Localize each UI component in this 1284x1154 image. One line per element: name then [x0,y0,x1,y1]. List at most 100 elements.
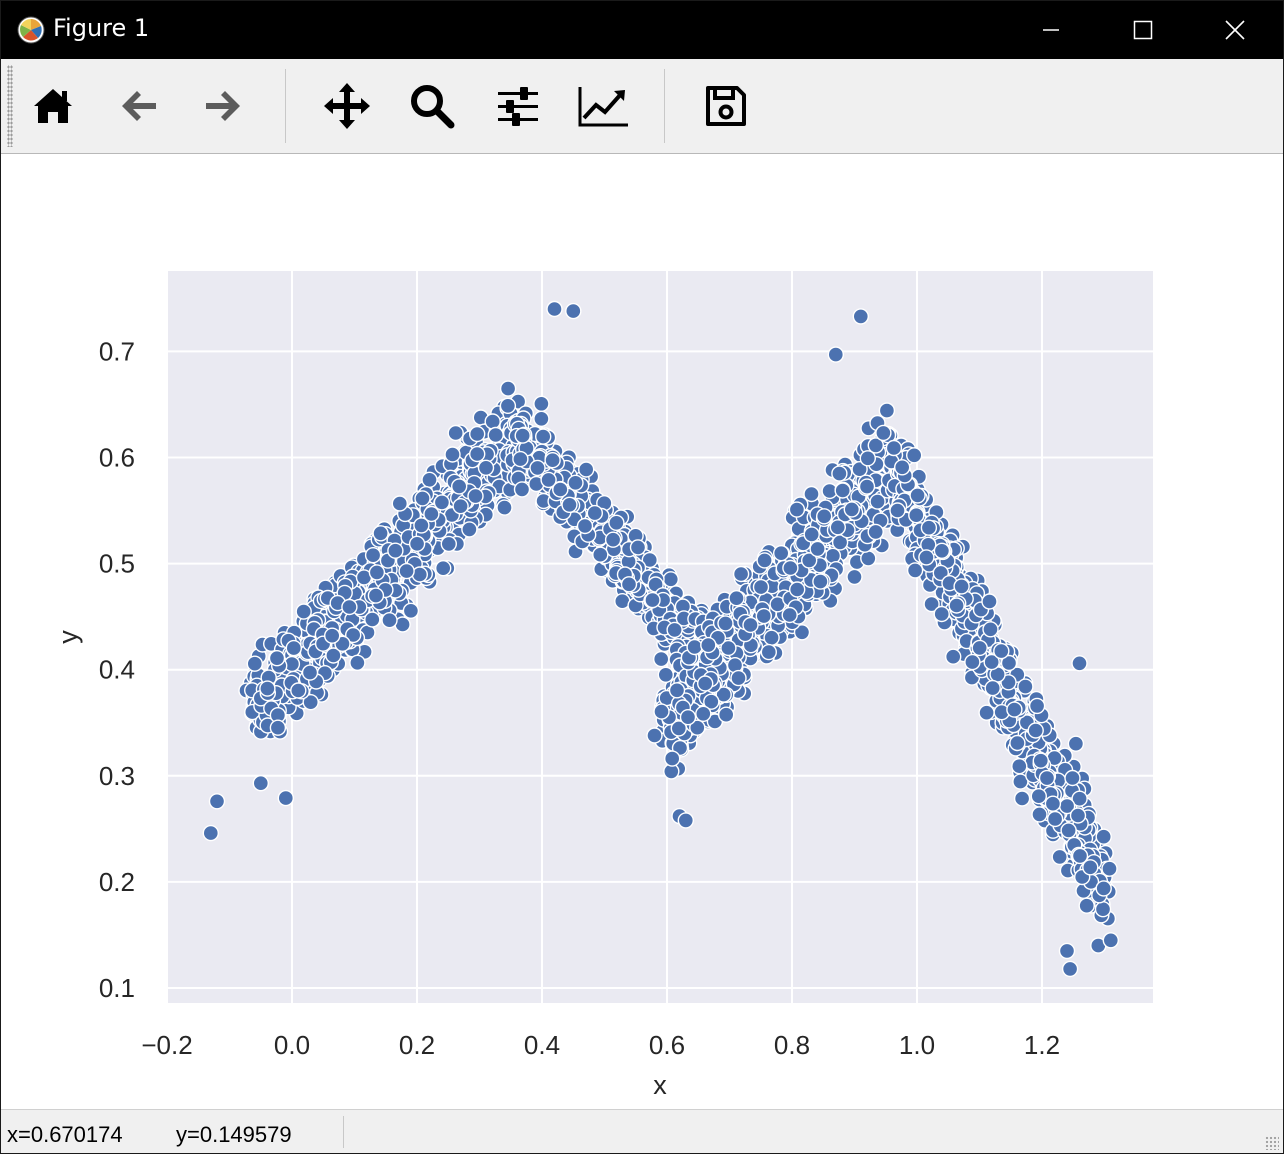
scatter-point [484,413,501,430]
y-tick-label: 0.1 [99,973,135,1003]
scatter-point [1058,942,1076,960]
scatter-point [290,682,307,699]
scatter-points [202,300,1120,978]
minimize-button[interactable] [1005,1,1097,59]
toolbar-grip[interactable] [7,65,13,147]
scatter-point [364,547,382,564]
scatter-point [1064,769,1081,787]
save-button[interactable] [693,73,759,139]
home-button[interactable] [20,73,86,139]
scatter-point [953,578,970,595]
scatter-point [1017,678,1034,695]
matplotlib-logo-icon [17,16,45,44]
scatter-point [398,562,415,580]
scatter-point [889,502,906,519]
edit-axis-button[interactable] [571,73,637,139]
scatter-point [728,590,745,607]
scatter-point [829,519,846,536]
scatter-point [788,501,806,518]
scatter-point [657,666,674,683]
window-title: Figure 1 [53,14,150,42]
y-tick-label: 0.5 [99,549,135,579]
scatter-point [487,426,504,444]
scatter-point [885,439,903,457]
scatter-point [368,564,386,581]
x-tick-labels: −0.2 0.0 0.2 0.4 0.6 0.8 1.0 1.2 [141,1030,1060,1060]
close-button[interactable] [1189,1,1281,59]
scatter-point [435,560,452,577]
scatter-point [202,824,220,842]
scatter-point [469,425,486,443]
scatter-point [302,694,319,711]
scatter-point [697,675,714,692]
scatter-point [812,573,829,590]
scatter-point [208,793,226,810]
forward-arrow-icon [206,91,240,121]
scatter-point [664,750,681,767]
scatter-point [920,519,938,536]
line-chart-icon [578,87,628,127]
scatter-point [324,627,341,644]
zoom-button[interactable] [399,73,465,139]
scatter-point [381,612,398,629]
resize-grip[interactable] [1265,1136,1279,1150]
scatter-point [908,507,925,524]
scatter-point [1031,806,1048,823]
scatter-point [1095,828,1112,845]
scatter-point [345,626,362,644]
scatter-point [852,308,869,325]
configure-subplots-button[interactable] [485,73,551,139]
scatter-point [760,643,777,661]
scatter-point [1032,752,1050,769]
scatter-point [444,446,461,463]
scatter-point [513,481,531,498]
figure-canvas[interactable]: −0.2 0.0 0.2 0.4 0.6 0.8 1.0 1.2 0.1 0.2 0.3 0.4 0.… [1,154,1283,1109]
scatter-point [1027,722,1044,739]
scatter-point [993,642,1010,660]
scatter-point [629,539,647,556]
scatter-point [964,653,981,671]
pan-button[interactable] [314,73,380,139]
y-tick-label: 0.7 [99,336,135,366]
scatter-point [858,478,876,495]
scatter-point [461,521,478,538]
scatter-point [752,578,770,596]
maximize-button[interactable] [1097,1,1189,59]
sliders-icon [498,87,538,126]
scatter-point [592,546,609,563]
y-tick-label: 0.2 [99,867,135,897]
scatter-point [391,495,408,512]
scatter-point [408,535,426,552]
scatter-point [933,542,951,559]
scatter-point [906,447,923,464]
scatter-point [763,629,780,646]
home-icon [34,89,72,123]
title-bar[interactable]: Figure 1 [1,1,1283,59]
scatter-chart[interactable]: −0.2 0.0 0.2 0.4 0.6 0.8 1.0 1.2 0.10.20.30.40.… [1,154,1283,1109]
scatter-point [695,705,712,722]
scatter-point [846,568,863,586]
scatter-point [499,397,517,415]
scatter-point [782,559,799,577]
scatter-point [533,395,550,413]
cursor-x-readout: x=0.670174 [7,1122,123,1147]
scatter-point [1102,932,1120,949]
y-tick-labels: 0.1 0.2 0.3 0.4 0.5 0.6 0.7 [99,336,135,1003]
maximize-icon [1133,20,1153,40]
scatter-point [552,481,569,498]
forward-button[interactable] [190,73,256,139]
back-arrow-icon [122,91,156,121]
scatter-point [1069,807,1087,824]
scatter-point [686,638,703,656]
scatter-point [1101,860,1118,877]
scatter-point [1046,810,1064,828]
scatter-point [387,542,404,559]
back-button[interactable] [106,73,172,139]
scatter-point [666,621,683,639]
x-tick-label: 0.0 [274,1030,310,1060]
scatter-point [1028,697,1046,715]
scatter-point [372,525,389,542]
scatter-point [948,597,965,614]
scatter-point [718,706,735,723]
scatter-point [544,452,561,469]
